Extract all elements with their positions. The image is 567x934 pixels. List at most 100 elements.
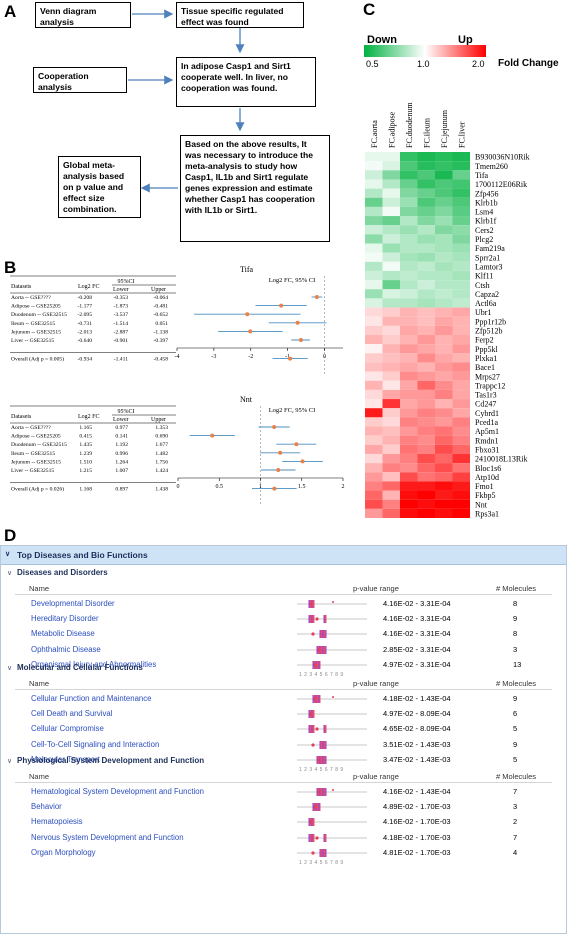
heatmap-cell bbox=[383, 481, 401, 490]
heatmap-cell bbox=[418, 454, 436, 463]
heatmap-cell bbox=[435, 189, 453, 198]
heatmap-cell bbox=[435, 317, 453, 326]
dataset-name: Adipose -- GSE25205 bbox=[11, 434, 61, 440]
heatmap-cell bbox=[435, 161, 453, 170]
heatmap-cell bbox=[435, 372, 453, 381]
dataset-name: Jejunum -- GSE32515 bbox=[11, 459, 61, 465]
dataset-name: Jejunum -- GSE32515 bbox=[11, 329, 61, 335]
pvalue-range: 4.16E-02 - 1.43E-04 bbox=[383, 787, 451, 796]
pvalue-range: 3.47E-02 - 1.43E-03 bbox=[383, 755, 451, 764]
fc-value: 1.165 bbox=[79, 425, 92, 431]
function-link[interactable]: Behavior bbox=[31, 802, 62, 811]
heatmap-svg: FC.aorta FC.adipose FC.duodenum FC.ileum FC.… bbox=[360, 70, 567, 530]
heatmap-cell bbox=[453, 298, 471, 307]
heatmap-cell bbox=[418, 234, 436, 243]
panel-d-header[interactable]: ∨ Top Diseases and Bio Functions bbox=[1, 546, 566, 565]
section-title[interactable]: Diseases and Disorders bbox=[17, 568, 108, 577]
function-link[interactable]: Hematopoiesis bbox=[31, 817, 83, 826]
heatmap-cell bbox=[453, 491, 471, 500]
heatmap-cell bbox=[365, 289, 383, 298]
heatmap-cell bbox=[453, 454, 471, 463]
heatmap-cell bbox=[365, 344, 383, 353]
lower-value: -2.887 bbox=[114, 329, 129, 335]
heatmap-cell bbox=[453, 481, 471, 490]
heatmap-cell bbox=[435, 408, 453, 417]
heatmap-cell bbox=[453, 509, 471, 518]
function-link[interactable]: Cell-To-Cell Signaling and Interaction bbox=[31, 740, 159, 749]
heatmap-cell bbox=[435, 198, 453, 207]
molecule-count: 2 bbox=[513, 817, 517, 826]
section-title[interactable]: Physiological System Development and Fun… bbox=[17, 756, 204, 765]
function-link[interactable]: Metabolic Disease bbox=[31, 629, 95, 638]
function-link[interactable]: Cell Death and Survival bbox=[31, 709, 112, 718]
pvalue-mini-chart bbox=[297, 801, 369, 813]
function-link[interactable]: Hereditary Disorder bbox=[31, 614, 99, 623]
heatmap-cell bbox=[453, 207, 471, 216]
heatmap-gene-label: Lsm4 bbox=[475, 208, 493, 217]
heatmap-cell bbox=[400, 417, 418, 426]
heatmap-cell bbox=[418, 317, 436, 326]
heatmap-cell bbox=[453, 189, 471, 198]
function-link[interactable]: Cellular Function and Maintenance bbox=[31, 694, 152, 703]
forest-gene-label: Nnt bbox=[240, 395, 253, 404]
heatmap-cell bbox=[453, 399, 471, 408]
heatmap-cell bbox=[383, 317, 401, 326]
pvalue-mini-chart bbox=[297, 613, 369, 625]
function-link[interactable]: Ophthalmic Disease bbox=[31, 645, 101, 654]
section-chevron-icon[interactable]: ∨ bbox=[7, 569, 12, 577]
heatmap-cell bbox=[400, 253, 418, 262]
heatmap-cell bbox=[453, 280, 471, 289]
dataset-name: Aorta -- GSE???? bbox=[11, 295, 51, 301]
heatmap-cell bbox=[453, 308, 471, 317]
function-link[interactable]: Organ Morphology bbox=[31, 848, 96, 857]
heatmap-cell bbox=[435, 216, 453, 225]
heatmap-cell bbox=[418, 289, 436, 298]
function-link[interactable]: Cellular Compromise bbox=[31, 724, 104, 733]
pvalue-mini-chart bbox=[297, 693, 369, 705]
heatmap-cell bbox=[418, 271, 436, 280]
section-chevron-icon[interactable]: ∨ bbox=[7, 664, 12, 672]
upper-value: 1.756 bbox=[155, 459, 168, 465]
heatmap-cell bbox=[400, 362, 418, 371]
function-link[interactable]: Hematological System Development and Fun… bbox=[31, 787, 204, 796]
section-chevron-icon[interactable]: ∨ bbox=[7, 757, 12, 765]
heatmap-cell bbox=[435, 234, 453, 243]
heatmap-cell bbox=[383, 253, 401, 262]
heatmap-gene-label: Plcg2 bbox=[475, 235, 493, 244]
heatmap-column-label: FC.adipose bbox=[387, 111, 396, 148]
heatmap-cell bbox=[383, 170, 401, 179]
heatmap-cell bbox=[453, 381, 471, 390]
upper-header: Upper bbox=[151, 417, 166, 423]
heatmap-gene-label: Fmo1 bbox=[475, 482, 494, 491]
heatmap-cell bbox=[400, 353, 418, 362]
fc-value: 1.435 bbox=[79, 442, 92, 448]
effect-point bbox=[210, 434, 214, 438]
heatmap-gene-label: Fkbp5 bbox=[475, 491, 495, 500]
heatmap-cell bbox=[418, 463, 436, 472]
heatmap-cell bbox=[435, 170, 453, 179]
heatmap-cell bbox=[418, 372, 436, 381]
heatmap-cell bbox=[365, 417, 383, 426]
fc-value: -1.177 bbox=[78, 304, 93, 310]
pvalue-mini-chart bbox=[297, 847, 369, 859]
upper-value: 0.051 bbox=[155, 321, 168, 327]
heatmap-cell bbox=[400, 198, 418, 207]
section-title[interactable]: Molecular and Cellular Functions bbox=[17, 663, 143, 672]
collapse-chevron-icon[interactable]: ∨ bbox=[5, 546, 10, 564]
molecule-count: 7 bbox=[513, 833, 517, 842]
heatmap-cell bbox=[365, 317, 383, 326]
heatmap-cell bbox=[365, 271, 383, 280]
pvalue-range: 4.16E-02 - 3.31E-04 bbox=[383, 629, 451, 638]
heatmap-cell bbox=[435, 225, 453, 234]
heatmap-cell bbox=[418, 390, 436, 399]
heatmap-cell bbox=[435, 179, 453, 188]
heatmap-cell bbox=[435, 244, 453, 253]
dataset-name: Liver -- GSE32515 bbox=[11, 338, 54, 344]
function-link[interactable]: Developmental Disorder bbox=[31, 599, 115, 608]
heatmap-cell bbox=[365, 445, 383, 454]
heatmap-cell bbox=[383, 344, 401, 353]
fc-value: -2.013 bbox=[78, 329, 93, 335]
box-based: Based on the above results, It was neces… bbox=[180, 135, 330, 242]
heatmap-gene-label: Ap5m1 bbox=[475, 427, 499, 436]
function-link[interactable]: Nervous System Development and Function bbox=[31, 833, 184, 842]
